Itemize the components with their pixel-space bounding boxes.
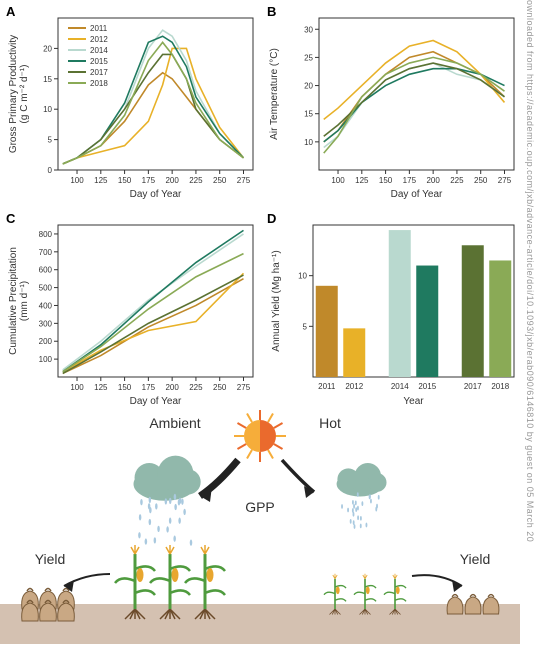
panel-d-chart: 510201120122014201520172018YearAnnual Yi… bbox=[265, 211, 520, 407]
svg-text:Ambient: Ambient bbox=[149, 415, 200, 431]
svg-text:15: 15 bbox=[304, 110, 313, 119]
svg-text:225: 225 bbox=[189, 176, 203, 185]
svg-text:100: 100 bbox=[70, 383, 84, 392]
svg-text:250: 250 bbox=[474, 176, 488, 185]
svg-text:175: 175 bbox=[142, 383, 156, 392]
svg-text:125: 125 bbox=[94, 176, 108, 185]
svg-text:275: 275 bbox=[237, 176, 251, 185]
svg-text:150: 150 bbox=[379, 176, 393, 185]
svg-text:(g C m⁻² d⁻¹): (g C m⁻² d⁻¹) bbox=[19, 65, 30, 124]
infographic-svg: Ambient Hot GPP Yield Yield bbox=[0, 404, 520, 644]
panel-c: 100 125 150 175 200 225 250 275 100 200 300 400 500 6… bbox=[4, 211, 259, 412]
svg-text:Day of Year: Day of Year bbox=[130, 189, 182, 200]
panel-a-label: A bbox=[6, 4, 15, 19]
svg-text:5: 5 bbox=[48, 136, 53, 145]
charts-grid: 100 125 150 175 200 225 250 275 0 5 10 15 20 Day of Y… bbox=[0, 0, 520, 400]
svg-text:200: 200 bbox=[165, 383, 179, 392]
svg-text:200: 200 bbox=[165, 176, 179, 185]
download-watermark: ownloaded from https://academic.oup.com/… bbox=[525, 0, 535, 650]
svg-text:800: 800 bbox=[39, 230, 53, 239]
svg-text:30: 30 bbox=[304, 25, 313, 34]
panel-d: 510201120122014201520172018YearAnnual Yi… bbox=[265, 211, 520, 412]
svg-text:2011: 2011 bbox=[318, 382, 336, 391]
panel-b-label: B bbox=[267, 4, 276, 19]
figure-wrap: ownloaded from https://academic.oup.com/… bbox=[0, 0, 543, 650]
svg-text:Air Temperature (°C): Air Temperature (°C) bbox=[269, 48, 280, 140]
svg-text:175: 175 bbox=[142, 176, 156, 185]
svg-text:150: 150 bbox=[118, 176, 132, 185]
panel-a-chart: 100 125 150 175 200 225 250 275 0 5 10 15 20 Day of Y… bbox=[4, 4, 259, 200]
infographic: Ambient Hot GPP Yield Yield bbox=[0, 404, 520, 644]
svg-text:2015: 2015 bbox=[90, 57, 108, 66]
svg-text:20: 20 bbox=[43, 44, 52, 53]
svg-text:700: 700 bbox=[39, 248, 53, 257]
svg-text:600: 600 bbox=[39, 266, 53, 275]
svg-text:Annual Yield (Mg ha⁻¹): Annual Yield (Mg ha⁻¹) bbox=[271, 250, 282, 351]
svg-text:10: 10 bbox=[298, 272, 307, 281]
svg-text:2014: 2014 bbox=[391, 382, 409, 391]
panel-a: 100 125 150 175 200 225 250 275 0 5 10 15 20 Day of Y… bbox=[4, 4, 259, 205]
svg-text:250: 250 bbox=[213, 176, 227, 185]
svg-text:Day of Year: Day of Year bbox=[391, 189, 443, 200]
svg-text:2014: 2014 bbox=[90, 46, 108, 55]
svg-text:400: 400 bbox=[39, 301, 53, 310]
svg-text:100: 100 bbox=[70, 176, 84, 185]
svg-text:2017: 2017 bbox=[464, 382, 482, 391]
svg-text:175: 175 bbox=[403, 176, 417, 185]
svg-text:25: 25 bbox=[304, 53, 313, 62]
svg-text:250: 250 bbox=[213, 383, 227, 392]
svg-text:2012: 2012 bbox=[345, 382, 363, 391]
svg-text:Cumulative Precipitation: Cumulative Precipitation bbox=[8, 247, 19, 355]
svg-text:500: 500 bbox=[39, 284, 53, 293]
svg-text:15: 15 bbox=[43, 75, 52, 84]
svg-text:10: 10 bbox=[304, 138, 313, 147]
svg-text:GPP: GPP bbox=[245, 499, 275, 515]
svg-text:225: 225 bbox=[189, 383, 203, 392]
svg-text:0: 0 bbox=[48, 166, 53, 175]
svg-text:2011: 2011 bbox=[90, 24, 108, 33]
svg-text:2015: 2015 bbox=[418, 382, 436, 391]
svg-text:125: 125 bbox=[355, 176, 369, 185]
panel-b-chart: 100 125 150 175 200 225 250 275 10 15 20 25 30 Day of… bbox=[265, 4, 520, 200]
svg-text:275: 275 bbox=[237, 383, 251, 392]
svg-text:2018: 2018 bbox=[491, 382, 509, 391]
svg-text:20: 20 bbox=[304, 82, 313, 91]
svg-text:Gross Primary Productivity: Gross Primary Productivity bbox=[8, 35, 19, 153]
panel-b: 100 125 150 175 200 225 250 275 10 15 20 25 30 Day of… bbox=[265, 4, 520, 205]
svg-text:300: 300 bbox=[39, 319, 53, 328]
svg-text:Yield: Yield bbox=[460, 551, 491, 567]
panel-d-label: D bbox=[267, 211, 276, 226]
svg-text:Hot: Hot bbox=[319, 415, 341, 431]
svg-text:275: 275 bbox=[498, 176, 512, 185]
svg-text:2017: 2017 bbox=[90, 68, 108, 77]
svg-text:2012: 2012 bbox=[90, 35, 108, 44]
svg-text:100: 100 bbox=[39, 355, 53, 364]
svg-text:125: 125 bbox=[94, 383, 108, 392]
svg-text:200: 200 bbox=[39, 337, 53, 346]
svg-text:(mm d⁻¹): (mm d⁻¹) bbox=[19, 281, 30, 321]
svg-text:150: 150 bbox=[118, 383, 132, 392]
panel-c-chart: 100 125 150 175 200 225 250 275 100 200 300 400 500 6… bbox=[4, 211, 259, 407]
svg-text:2018: 2018 bbox=[90, 79, 108, 88]
svg-text:10: 10 bbox=[43, 105, 52, 114]
svg-text:200: 200 bbox=[426, 176, 440, 185]
svg-text:Yield: Yield bbox=[35, 551, 66, 567]
panel-c-label: C bbox=[6, 211, 15, 226]
svg-text:225: 225 bbox=[450, 176, 464, 185]
svg-text:5: 5 bbox=[303, 322, 308, 331]
svg-text:100: 100 bbox=[331, 176, 345, 185]
